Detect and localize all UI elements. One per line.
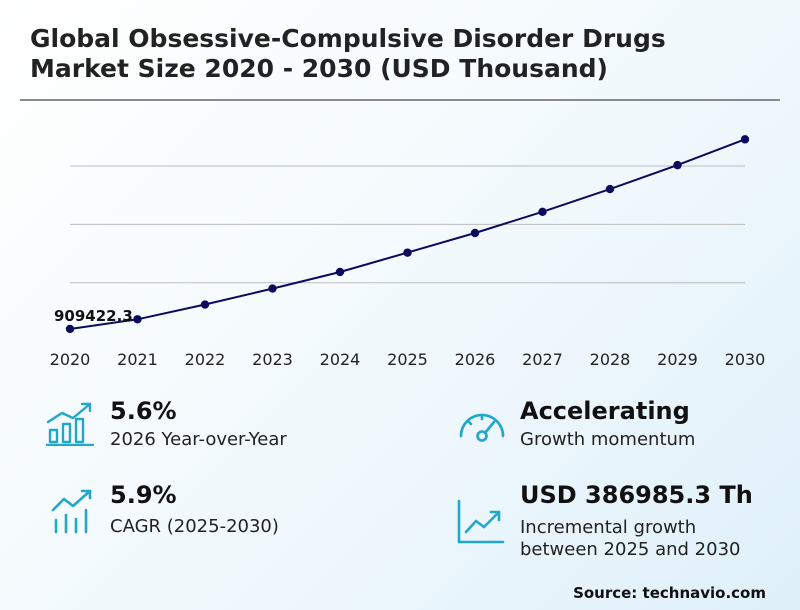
kpi-yoy-value: 5.6% — [110, 397, 177, 425]
x-tick-2023: 2023 — [252, 350, 293, 369]
data-labels: 909422.3 — [54, 307, 133, 325]
x-tick-2020: 2020 — [50, 350, 91, 369]
title-divider — [20, 99, 780, 101]
line-chart: 909422.3 2020 2021 2022 2023 2024 2025 2026 202… — [50, 135, 766, 369]
data-point-2026 — [470, 228, 480, 238]
x-axis-ticks: 2020 2021 2022 2023 2024 2025 2026 2027 2028 2029… — [50, 350, 766, 369]
data-label-2020: 909422.3 — [54, 307, 133, 325]
x-tick-2021: 2021 — [117, 350, 158, 369]
kpi-momentum-value: Accelerating — [520, 397, 690, 425]
x-tick-2029: 2029 — [657, 350, 698, 369]
line-graph-up-icon — [457, 499, 505, 544]
grid-lines — [70, 165, 745, 284]
series-line — [69, 138, 746, 330]
data-point-2024 — [335, 267, 345, 277]
x-tick-2030: 2030 — [725, 350, 766, 369]
chart-title: Global Obsessive-Compulsive Disorder Dru… — [30, 24, 780, 84]
bar-chart-growth-icon — [46, 402, 94, 446]
source-credit: Source: technavio.com — [573, 584, 766, 602]
data-point-2030 — [740, 135, 750, 144]
kpi-incremental: USD 386985.3 Th Incremental growth betwe… — [456, 481, 800, 566]
x-tick-2028: 2028 — [590, 350, 631, 369]
trend-up-chart-icon — [51, 489, 92, 534]
data-point-2020 — [65, 324, 75, 334]
data-point-2023 — [268, 284, 277, 293]
x-tick-2022: 2022 — [185, 350, 226, 369]
speedometer-gauge-icon — [459, 413, 505, 442]
kpi-incremental-label-line-1: Incremental growth — [520, 517, 697, 538]
kpi-yoy-label: 2026 Year-over-Year — [110, 429, 287, 450]
data-point-2021 — [133, 315, 142, 324]
data-point-2022 — [200, 300, 210, 309]
kpi-cagr-value: 5.9% — [110, 481, 177, 509]
kpi-cagr: 5.9% CAGR (2025-2030) — [50, 481, 380, 546]
x-tick-2027: 2027 — [522, 350, 563, 369]
x-tick-2026: 2026 — [455, 350, 496, 369]
title-line-2: Market Size 2020 - 2030 (USD Thousand) — [30, 54, 608, 83]
x-tick-2024: 2024 — [320, 350, 361, 369]
data-point-2028 — [605, 184, 615, 194]
kpi-incremental-value: USD 386985.3 Th — [520, 481, 753, 509]
kpi-cagr-label: CAGR (2025-2030) — [110, 516, 279, 537]
kpi-momentum-label: Growth momentum — [520, 429, 696, 450]
data-point-2029 — [673, 160, 682, 170]
title-line-1: Global Obsessive-Compulsive Disorder Dru… — [30, 24, 666, 53]
kpi-yoy: 5.6% 2026 Year-over-Year — [46, 397, 376, 458]
data-point-2027 — [538, 207, 547, 217]
data-points — [65, 135, 750, 334]
series-line-layer — [69, 138, 746, 330]
data-point-2025 — [403, 248, 412, 257]
kpi-incremental-label-line-2: between 2025 and 2030 — [520, 539, 741, 560]
x-tick-2025: 2025 — [387, 350, 428, 369]
kpi-momentum: Accelerating Growth momentum — [456, 397, 786, 458]
